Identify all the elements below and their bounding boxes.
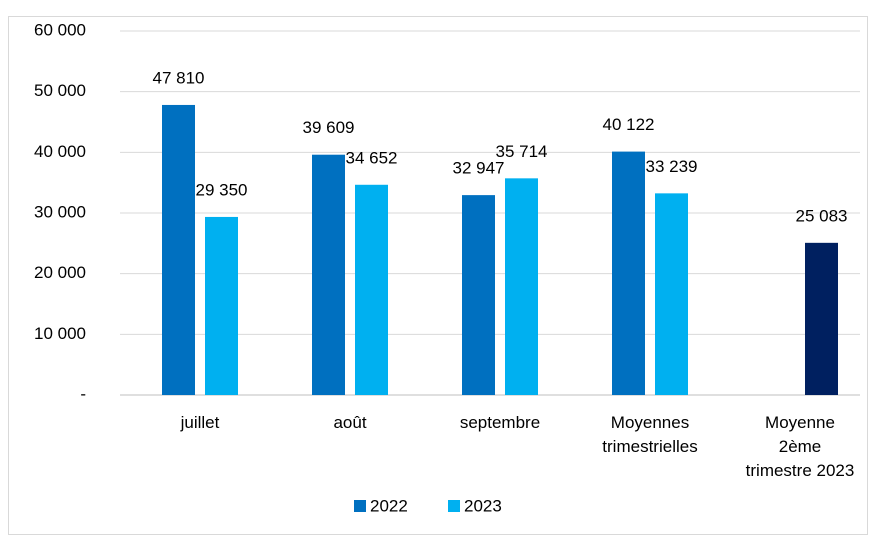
legend-label: 2022 bbox=[370, 496, 408, 515]
x-tick-label: août bbox=[333, 413, 366, 432]
x-tick-label-line: juillet bbox=[180, 413, 220, 432]
bar bbox=[162, 104, 195, 395]
legend-swatch bbox=[448, 500, 460, 512]
bar bbox=[205, 216, 238, 395]
data-label: 33 239 bbox=[646, 157, 698, 176]
bar bbox=[655, 193, 688, 395]
x-tick-label: juillet bbox=[180, 413, 220, 432]
y-tick-label: - bbox=[80, 384, 86, 403]
bar bbox=[612, 151, 645, 395]
data-label: 35 714 bbox=[496, 142, 548, 161]
y-tick-label: 20 000 bbox=[34, 263, 86, 282]
x-tick-label-line: trimestrielles bbox=[602, 437, 697, 456]
data-label: 40 122 bbox=[603, 115, 655, 134]
y-tick-label: 10 000 bbox=[34, 324, 86, 343]
data-label: 39 609 bbox=[303, 118, 355, 137]
x-tick-label: Moyennes trimestrielles bbox=[602, 413, 697, 456]
bar bbox=[312, 154, 345, 395]
data-label: 25 083 bbox=[796, 206, 848, 225]
x-tick-label-line: 2ème bbox=[779, 437, 822, 456]
chart-border bbox=[8, 16, 868, 535]
x-tick-label-line: Moyenne bbox=[765, 413, 835, 432]
y-tick-label: 30 000 bbox=[34, 202, 86, 221]
data-label: 47 810 bbox=[153, 68, 205, 87]
legend-swatch bbox=[354, 500, 366, 512]
data-label: 32 947 bbox=[453, 159, 505, 178]
x-tick-label-line: trimestre 2023 bbox=[746, 461, 855, 480]
x-tick-label: septembre bbox=[460, 413, 540, 432]
y-tick-label: 40 000 bbox=[34, 142, 86, 161]
x-tick-label: Moyenne 2ème trimestre 2023 bbox=[746, 413, 855, 480]
data-label: 34 652 bbox=[346, 148, 398, 167]
bar bbox=[355, 184, 388, 395]
bar bbox=[505, 178, 538, 395]
legend-label: 2023 bbox=[464, 496, 502, 515]
bar bbox=[805, 242, 838, 395]
x-tick-label-line: Moyennes bbox=[611, 413, 689, 432]
bar bbox=[462, 195, 495, 395]
x-tick-label-line: septembre bbox=[460, 413, 540, 432]
y-tick-label: 50 000 bbox=[34, 81, 86, 100]
x-tick-label-line: août bbox=[333, 413, 366, 432]
data-label: 29 350 bbox=[196, 180, 248, 199]
y-tick-label: 60 000 bbox=[34, 20, 86, 39]
